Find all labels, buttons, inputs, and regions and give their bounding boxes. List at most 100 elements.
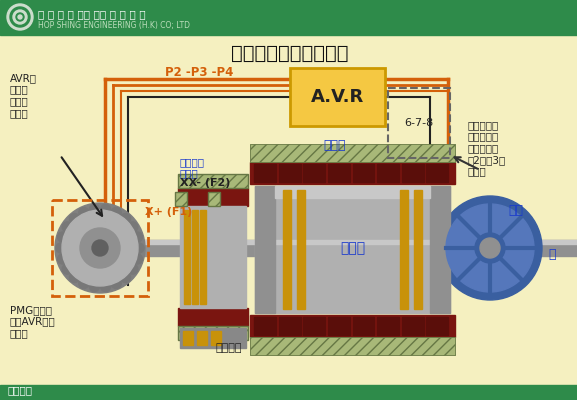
Bar — [197, 331, 207, 345]
Circle shape — [469, 284, 479, 296]
Circle shape — [518, 213, 529, 224]
Circle shape — [451, 272, 462, 283]
Bar — [184, 210, 190, 304]
Circle shape — [128, 264, 138, 274]
Text: 主转子: 主转子 — [340, 241, 365, 255]
Circle shape — [55, 203, 145, 293]
Bar — [250, 337, 455, 355]
Bar — [175, 192, 187, 206]
Bar — [250, 315, 455, 337]
Bar — [208, 192, 220, 206]
Text: AVR输
出直流
电给励
磁定子: AVR输 出直流 电给励 磁定子 — [10, 73, 37, 118]
Circle shape — [121, 272, 130, 282]
Bar — [426, 164, 448, 182]
Circle shape — [475, 233, 505, 263]
Circle shape — [10, 7, 30, 27]
Circle shape — [438, 196, 542, 300]
Bar — [120, 240, 577, 244]
Circle shape — [62, 222, 72, 232]
Bar — [297, 190, 305, 309]
Circle shape — [121, 214, 130, 224]
Text: HOP SHING ENGINEERING (H.K) CO; LTD: HOP SHING ENGINEERING (H.K) CO; LTD — [38, 21, 190, 30]
Circle shape — [524, 264, 535, 274]
Bar — [402, 164, 424, 182]
Bar — [279, 164, 301, 182]
Text: 发电机基本结构和电路: 发电机基本结构和电路 — [231, 44, 349, 62]
Bar — [250, 144, 455, 162]
Circle shape — [528, 232, 539, 243]
Circle shape — [469, 200, 479, 212]
Circle shape — [62, 210, 138, 286]
Bar — [254, 317, 276, 335]
Circle shape — [490, 198, 501, 209]
Text: A.V.R: A.V.R — [311, 88, 364, 106]
Circle shape — [111, 278, 121, 288]
Bar — [178, 326, 248, 340]
Bar — [120, 240, 577, 256]
Circle shape — [500, 284, 511, 296]
Circle shape — [530, 242, 541, 254]
Circle shape — [89, 204, 99, 214]
Bar — [290, 68, 385, 126]
Circle shape — [62, 264, 72, 274]
Circle shape — [459, 206, 470, 216]
Circle shape — [445, 264, 456, 274]
Circle shape — [445, 222, 456, 232]
Bar — [178, 174, 248, 188]
Bar — [211, 331, 221, 345]
Circle shape — [441, 232, 452, 243]
Text: P2 -P3 -P4: P2 -P3 -P4 — [165, 66, 233, 80]
Circle shape — [451, 213, 462, 224]
Bar — [414, 190, 422, 309]
Text: 轴: 轴 — [548, 248, 556, 262]
Circle shape — [440, 242, 451, 254]
Bar — [255, 186, 275, 313]
Circle shape — [459, 280, 470, 290]
Circle shape — [18, 15, 22, 19]
Circle shape — [480, 238, 500, 258]
Circle shape — [134, 243, 144, 253]
Bar — [250, 162, 455, 184]
Circle shape — [89, 282, 99, 292]
Circle shape — [92, 240, 108, 256]
Bar — [200, 210, 206, 304]
Bar — [430, 186, 450, 313]
Text: 励磁转子
和定子: 励磁转子 和定子 — [180, 157, 205, 178]
Circle shape — [69, 214, 80, 224]
Bar — [304, 317, 325, 335]
Bar — [283, 190, 291, 309]
Bar — [180, 328, 246, 348]
Bar — [377, 164, 399, 182]
Bar — [250, 337, 455, 355]
Bar — [180, 206, 246, 308]
Bar — [192, 210, 198, 304]
Bar — [0, 0, 577, 35]
Circle shape — [58, 254, 68, 264]
Bar — [328, 317, 350, 335]
Circle shape — [528, 253, 539, 264]
Text: 主定子: 主定子 — [324, 139, 346, 152]
Circle shape — [132, 232, 143, 242]
Bar — [388, 88, 450, 158]
Bar — [275, 186, 430, 198]
Bar — [402, 317, 424, 335]
Bar — [0, 385, 577, 400]
Circle shape — [510, 206, 521, 216]
Circle shape — [479, 287, 490, 298]
Bar — [255, 186, 450, 313]
Circle shape — [100, 282, 111, 292]
Circle shape — [446, 204, 534, 292]
Circle shape — [510, 280, 521, 290]
Text: 合 成 工 程 （香 港） 有 限 公 司: 合 成 工 程 （香 港） 有 限 公 司 — [38, 9, 145, 19]
Bar — [328, 164, 350, 182]
Circle shape — [500, 200, 511, 212]
Text: 从主定子来
的交流电源
和传感信号
（2相或3相
感应）: 从主定子来 的交流电源 和传感信号 （2相或3相 感应） — [468, 120, 506, 176]
Circle shape — [16, 13, 24, 21]
Text: XX- (F2): XX- (F2) — [180, 178, 230, 188]
Text: PMG提供电
源给AVR（安
装时）: PMG提供电 源给AVR（安 装时） — [10, 305, 56, 338]
Circle shape — [524, 222, 535, 232]
Bar — [52, 200, 148, 296]
Circle shape — [79, 278, 89, 288]
Circle shape — [479, 198, 490, 209]
Bar — [250, 144, 455, 162]
